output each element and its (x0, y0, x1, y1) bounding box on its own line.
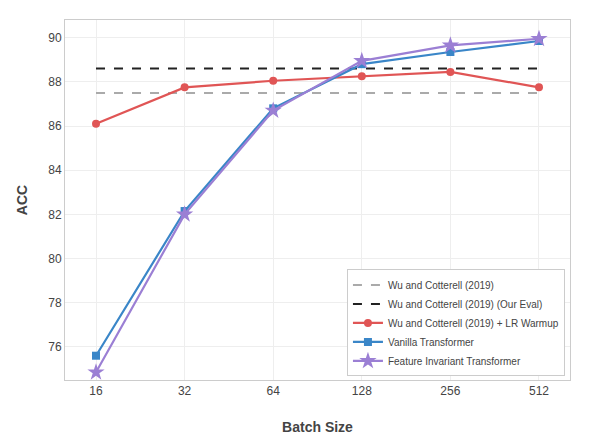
svg-text:Vanilla Transformer: Vanilla Transformer (388, 337, 475, 348)
svg-text:Wu and Cotterell (2019) (Our E: Wu and Cotterell (2019) (Our Eval) (388, 299, 542, 310)
svg-text:78: 78 (48, 296, 62, 310)
svg-text:76: 76 (48, 340, 62, 354)
svg-text:512: 512 (529, 384, 549, 398)
svg-text:84: 84 (48, 163, 62, 177)
svg-text:16: 16 (89, 384, 103, 398)
svg-text:Wu and Cotterell (2019) + LR W: Wu and Cotterell (2019) + LR Warmup (388, 318, 559, 329)
svg-text:256: 256 (440, 384, 460, 398)
svg-text:82: 82 (48, 208, 62, 222)
svg-text:64: 64 (267, 384, 281, 398)
svg-text:128: 128 (352, 384, 372, 398)
svg-text:Wu and Cotterell (2019): Wu and Cotterell (2019) (388, 280, 494, 291)
svg-text:88: 88 (48, 75, 62, 89)
svg-text:90: 90 (48, 31, 62, 45)
svg-text:32: 32 (178, 384, 192, 398)
svg-text:ACC: ACC (14, 185, 30, 215)
svg-text:80: 80 (48, 252, 62, 266)
svg-text:Feature Invariant Transformer: Feature Invariant Transformer (388, 356, 521, 367)
svg-text:Batch Size: Batch Size (282, 419, 353, 435)
svg-text:86: 86 (48, 119, 62, 133)
